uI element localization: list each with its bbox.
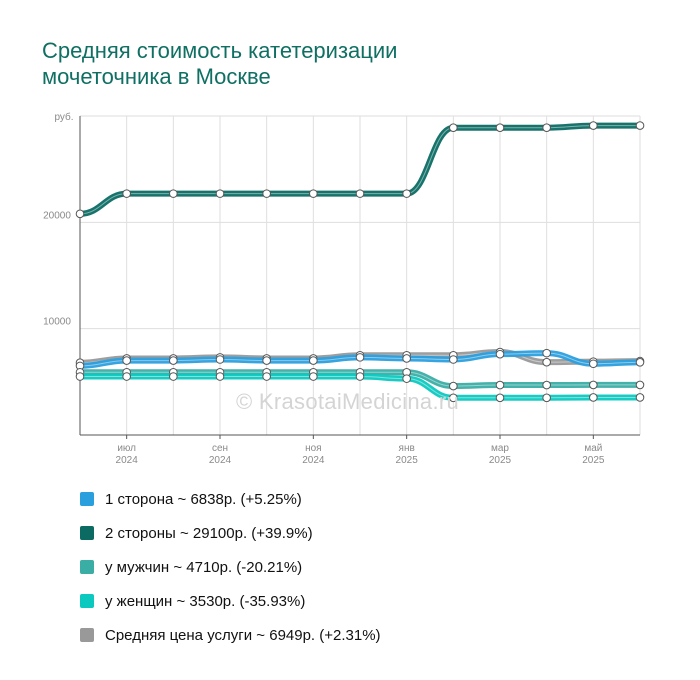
- data-point-series-2: [215, 189, 225, 198]
- data-point-series-1: [402, 354, 411, 363]
- data-point-series-4: [122, 372, 131, 381]
- data-point-series-4: [169, 372, 178, 381]
- legend-swatch-1: [80, 492, 94, 506]
- x-tick-label-year: 2025: [582, 455, 605, 466]
- legend-swatch-3: [80, 560, 94, 574]
- data-point-series-3: [589, 380, 598, 390]
- legend-item-3[interactable]: у мужчин ~ 4710р. (-20.21%): [80, 550, 381, 584]
- legend-item-4[interactable]: у женщин ~ 3530р. (-35.93%): [80, 584, 381, 618]
- legend-label-5: Средняя цена услуги ~ 6949р. (+2.31%): [105, 626, 381, 644]
- data-point-series-1: [449, 355, 458, 364]
- data-point-series-4: [309, 372, 318, 381]
- legend-item-2[interactable]: 2 стороны ~ 29100р. (+39.9%): [80, 516, 381, 550]
- legend-label-4: у женщин ~ 3530р. (-35.93%): [105, 592, 306, 610]
- x-tick-label-month: май: [584, 443, 602, 454]
- x-tick-label-year: 2024: [116, 455, 139, 466]
- y-axis-unit-label: руб.: [54, 111, 73, 123]
- data-point-series-4: [449, 393, 458, 403]
- data-point-series-2: [169, 189, 178, 198]
- data-point-series-1: [495, 349, 505, 359]
- data-point-series-5: [542, 357, 551, 367]
- data-point-series-2: [449, 123, 458, 132]
- data-point-series-4: [542, 393, 551, 403]
- data-point-series-2: [402, 189, 411, 198]
- x-tick-label-year: 2025: [489, 455, 512, 466]
- chart-title-line-1: Средняя стоимость катетеризации: [42, 38, 398, 63]
- watermark: © KrasotaiMedicina.ru: [236, 389, 460, 414]
- chart-legend: 1 сторона ~ 6838р. (+5.25%) 2 стороны ~ …: [80, 482, 381, 652]
- legend-item-1[interactable]: 1 сторона ~ 6838р. (+5.25%): [80, 482, 381, 516]
- data-point-series-4: [589, 393, 598, 402]
- legend-label-3: у мужчин ~ 4710р. (-20.21%): [105, 558, 303, 576]
- chart-title-line-2: мочеточника в Москве: [42, 64, 271, 89]
- data-point-series-4: [355, 372, 365, 381]
- data-point-series-1: [169, 356, 178, 365]
- data-point-series-1: [589, 359, 598, 369]
- data-point-series-4: [75, 372, 85, 381]
- x-tick-label-month: июл: [117, 443, 136, 454]
- data-point-series-2: [355, 189, 365, 198]
- data-point-series-3: [542, 380, 551, 390]
- data-point-series-2: [542, 123, 551, 132]
- data-point-series-1: [635, 357, 645, 367]
- data-point-series-1: [542, 348, 551, 358]
- x-tick-label-month: ноя: [305, 443, 322, 454]
- x-tick-label-month: янв: [399, 443, 415, 454]
- data-point-series-1: [262, 356, 271, 365]
- data-point-series-1: [309, 356, 318, 365]
- data-point-series-2: [122, 189, 131, 198]
- line-chart: 1000020000руб.июл2024сен2024ноя2024янв20…: [43, 111, 645, 466]
- chart-title: Средняя стоимость катетеризации мочеточн…: [42, 38, 602, 90]
- x-tick-label-month: сен: [212, 443, 228, 454]
- data-point-series-2: [75, 209, 85, 219]
- data-point-series-2: [309, 189, 318, 198]
- data-point-series-2: [495, 123, 505, 132]
- legend-swatch-5: [80, 628, 94, 642]
- x-tick-label-month: мар: [491, 443, 509, 454]
- data-point-series-3: [495, 380, 505, 390]
- data-point-series-1: [215, 355, 225, 364]
- data-point-series-4: [402, 374, 411, 383]
- data-point-series-2: [635, 121, 645, 130]
- data-point-series-4: [635, 393, 645, 402]
- y-tick-label: 10000: [43, 317, 71, 328]
- data-point-series-2: [589, 121, 598, 130]
- data-point-series-2: [262, 189, 271, 198]
- data-point-series-4: [495, 393, 505, 403]
- data-point-series-4: [262, 372, 271, 381]
- x-tick-label-year: 2024: [209, 455, 232, 466]
- data-point-series-3: [449, 381, 458, 391]
- legend-item-5[interactable]: Средняя цена услуги ~ 6949р. (+2.31%): [80, 618, 381, 652]
- data-point-series-1: [355, 353, 365, 362]
- data-point-series-4: [215, 372, 225, 381]
- legend-swatch-2: [80, 526, 94, 540]
- legend-label-1: 1 сторона ~ 6838р. (+5.25%): [105, 490, 302, 508]
- y-tick-label: 20000: [43, 210, 71, 221]
- data-point-series-3: [635, 380, 645, 390]
- legend-swatch-4: [80, 594, 94, 608]
- x-tick-label-year: 2024: [302, 455, 325, 466]
- data-point-series-1: [122, 356, 131, 365]
- legend-label-2: 2 стороны ~ 29100р. (+39.9%): [105, 524, 313, 542]
- x-tick-label-year: 2025: [396, 455, 419, 466]
